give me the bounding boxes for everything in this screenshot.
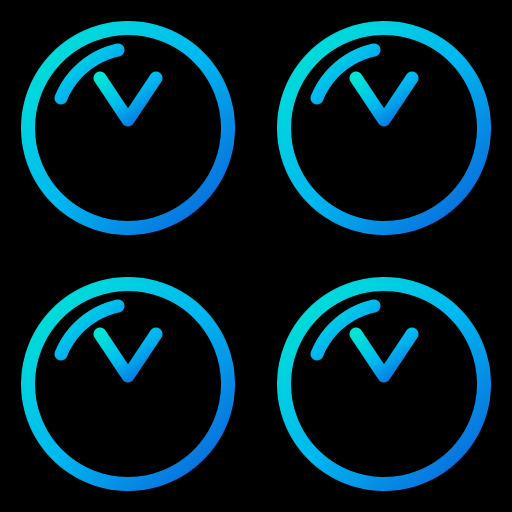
yen-coin-icon — [8, 264, 248, 504]
yen-coin-icon — [264, 264, 504, 504]
yen-coin-icon — [264, 8, 504, 248]
coin-cell — [256, 0, 512, 256]
coin-cell — [0, 0, 256, 256]
coin-cell — [256, 256, 512, 512]
yen-coin-icon — [8, 8, 248, 248]
coin-cell — [0, 256, 256, 512]
yen-coins-grid — [0, 0, 512, 512]
